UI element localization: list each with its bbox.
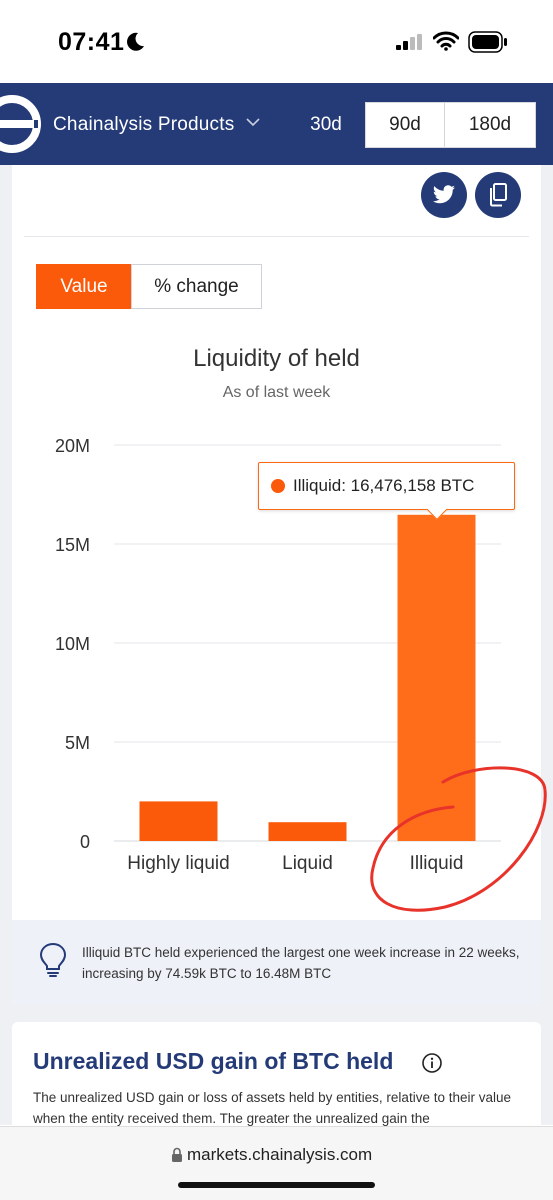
- y-tick-label: 15M: [55, 535, 90, 555]
- info-icon[interactable]: [421, 1052, 443, 1074]
- chart-title: Liquidity of held: [193, 345, 360, 372]
- y-tick-label: 20M: [55, 436, 90, 456]
- chainalysis-logo-icon[interactable]: [0, 88, 48, 160]
- lightbulb-icon: [39, 942, 67, 977]
- bar: [397, 514, 476, 841]
- insight-box: Illiquid BTC held experienced the larges…: [12, 920, 541, 1005]
- home-indicator: [178, 1182, 375, 1188]
- lock-icon: [172, 1147, 182, 1162]
- y-tick-label: 0: [80, 832, 90, 852]
- range-180d-button[interactable]: 180d: [444, 102, 536, 148]
- twitter-icon: [433, 185, 455, 204]
- tooltip-series-dot: [271, 479, 285, 493]
- tooltip-text: Illiquid: 16,476,158 BTC: [293, 476, 475, 495]
- x-tick-label: Illiquid: [410, 853, 464, 874]
- chart-subtitle: As of last week: [222, 384, 331, 401]
- x-tick-label: Liquid: [282, 853, 333, 874]
- y-tick-label: 5M: [65, 733, 90, 753]
- status-time: 07:41: [58, 28, 125, 56]
- copy-icon: [490, 183, 507, 207]
- value-toggle-button[interactable]: Value: [36, 264, 132, 309]
- moon-icon: [127, 32, 144, 51]
- percent-change-toggle-button[interactable]: % change: [131, 264, 262, 309]
- copy-link-button[interactable]: [475, 172, 521, 218]
- unrealized-gain-card: [12, 1022, 541, 1132]
- battery-icon: [468, 31, 507, 53]
- bar: [139, 801, 218, 841]
- range-30d-button[interactable]: 30d: [310, 114, 342, 135]
- url-text: markets.chainalysis.com: [187, 1145, 373, 1164]
- section-description: The unrealized USD gain or loss of asset…: [33, 1090, 511, 1126]
- section-title: Unrealized USD gain of BTC held: [33, 1048, 394, 1074]
- wifi-icon: [433, 31, 459, 51]
- status-bar: 07:41: [0, 0, 553, 80]
- signal-icon: [396, 34, 422, 50]
- y-tick-label: 10M: [55, 634, 90, 654]
- x-tick-label: Highly liquid: [127, 853, 229, 874]
- site-header: Chainalysis Products 30d 90d 180d: [0, 83, 553, 165]
- bar: [268, 822, 347, 841]
- insight-text: Illiquid BTC held experienced the larges…: [82, 945, 520, 981]
- card-divider: [24, 236, 529, 237]
- chart-tooltip: Illiquid: 16,476,158 BTC: [258, 462, 515, 520]
- products-menu[interactable]: Chainalysis Products: [53, 114, 235, 135]
- twitter-share-button[interactable]: [421, 172, 467, 218]
- range-90d-button[interactable]: 90d: [365, 102, 445, 148]
- chevron-down-icon[interactable]: [246, 117, 260, 127]
- browser-address-bar[interactable]: markets.chainalysis.com: [0, 1126, 553, 1200]
